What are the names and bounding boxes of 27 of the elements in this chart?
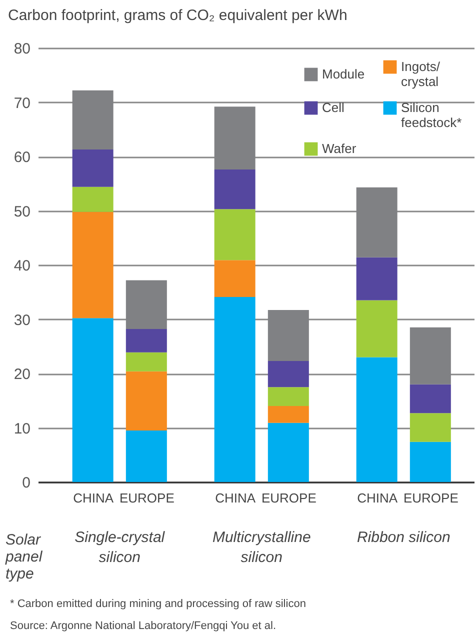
source-note: Source: Argonne National Laboratory/Fengqi You et al.: [10, 620, 276, 632]
text: Ribbon silicon: [356, 529, 450, 546]
y-tick-label: 50: [14, 203, 30, 220]
y-tick-label: 30: [14, 312, 30, 329]
y-tick-label: 10: [14, 420, 30, 438]
x-tick-label: CHINA: [357, 490, 398, 506]
text: Multicrystalline silicon: [212, 529, 311, 566]
x-tick-label: CHINA: [73, 490, 114, 506]
legend-label: Ingots/ crystal: [401, 59, 440, 89]
x-tick-label: CHINA: [215, 490, 256, 506]
chart-title: Carbon footprint, grams of CO₂ equivalent per kWh: [8, 7, 348, 24]
y-tick-label: 70: [14, 94, 30, 112]
text: * Carbon emitted during mining and processing of raw silicon: [10, 598, 306, 610]
legend-label: Cell: [322, 100, 345, 115]
y-tick-label: 80: [14, 40, 30, 58]
x-tick-label: EUROPE: [403, 490, 459, 506]
y-tick-label: 60: [14, 149, 30, 166]
x-axis-title: Solar panel type: [4, 532, 43, 582]
y-tick-label: 40: [14, 258, 30, 274]
x-tick-label: EUROPE: [119, 490, 175, 506]
text: Single-crystal silicon: [74, 529, 166, 566]
legend-label: Module: [322, 66, 365, 82]
y-tick-label: 20: [14, 366, 30, 383]
y-tick-label: 0: [22, 474, 30, 492]
x-tick-label: EUROPE: [261, 490, 317, 506]
legend-label: Wafer: [322, 141, 357, 156]
legend-label: Silicon feedstock*: [401, 100, 462, 130]
